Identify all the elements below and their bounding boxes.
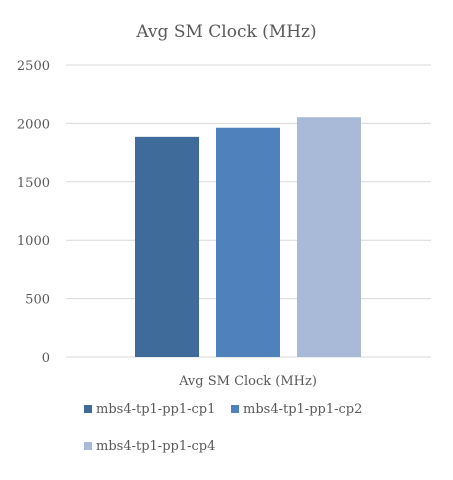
x-category-label: Avg SM Clock (MHz): [178, 374, 317, 389]
legend-label: mbs4-tp1-pp1-cp2: [243, 402, 362, 417]
y-tick-label: 0: [42, 351, 50, 366]
y-tick-label: 1500: [17, 176, 50, 191]
legend-label: mbs4-tp1-pp1-cp1: [96, 402, 215, 417]
y-tick-label: 500: [25, 293, 50, 308]
y-tick-label: 2000: [17, 117, 50, 132]
bar-mbs4-tp1-pp1-cp1: [135, 136, 199, 357]
legend-swatch: [231, 405, 239, 413]
bar-mbs4-tp1-pp1-cp4: [297, 117, 361, 358]
legend-swatch: [84, 442, 92, 450]
legend: mbs4-tp1-pp1-cp1 mbs4-tp1-pp1-cp2 mbs4-tp1…: [84, 402, 362, 454]
chart-title: Avg SM Clock (MHz): [135, 22, 316, 42]
y-tick-label: 1000: [17, 234, 50, 249]
bars: [135, 117, 361, 358]
legend-swatch: [84, 405, 92, 413]
y-axis-ticks: 0 500 1000 1500 2000 2500: [17, 59, 50, 366]
y-tick-label: 2500: [17, 59, 50, 74]
bar-mbs4-tp1-pp1-cp2: [216, 127, 280, 357]
legend-label: mbs4-tp1-pp1-cp4: [96, 439, 215, 454]
